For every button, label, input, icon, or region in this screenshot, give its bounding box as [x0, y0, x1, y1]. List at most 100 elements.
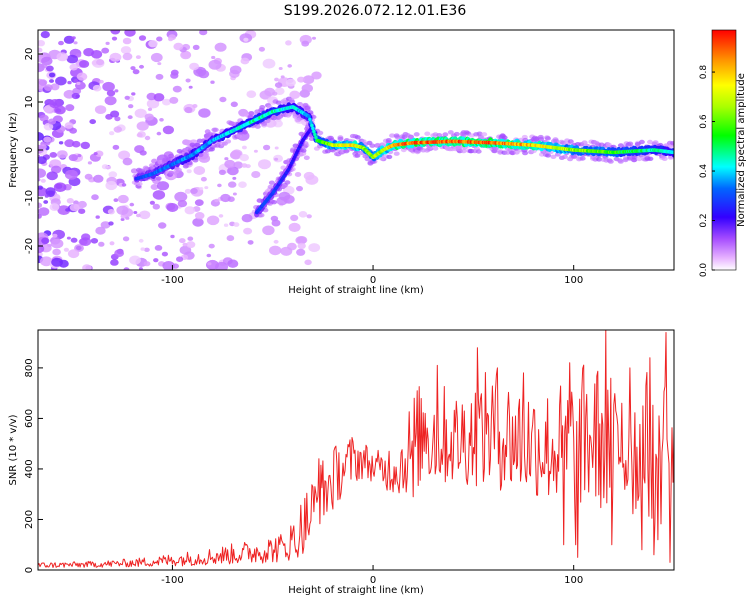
heatmap-noise-cell [129, 202, 135, 207]
heatmap-noise-cell [189, 62, 200, 71]
heatmap-noise-cell [106, 89, 116, 97]
ridge-main-halo [447, 130, 454, 135]
heatmap-noise-cell [232, 192, 237, 196]
heatmap-noise-cell [174, 191, 188, 202]
ridge-main-halo [337, 136, 344, 142]
ridge-main-halo [638, 139, 645, 145]
heatmap-noise-cell [199, 30, 208, 36]
heatmap-noise-cell [262, 225, 275, 236]
heatmap-noise-cell [82, 264, 92, 270]
heatmap-noise-cell [153, 93, 165, 102]
ridge-secondary-halo [268, 199, 275, 204]
heatmap-noise-cell [269, 245, 282, 256]
heatmap-noise-cell [208, 59, 222, 70]
heatmap-noise-cell [172, 85, 182, 93]
heatmap-noise-cell [156, 181, 170, 191]
colorbar-tick-label: 0.4 [699, 164, 709, 179]
heatmap-noise-cell [38, 156, 47, 164]
heatmap-noise-cell [194, 199, 204, 207]
heatmap-noise-cell [122, 236, 130, 242]
ridge-main-halo [389, 133, 396, 138]
snr-x-tick-label: 0 [370, 575, 376, 586]
heatmap-noise-cell [301, 83, 313, 93]
heatmap-noise-cell [114, 116, 121, 122]
heatmap-noise-cell [157, 62, 162, 66]
heatmap-noise-cell [71, 140, 81, 148]
heatmap-noise-cell [96, 59, 105, 66]
ridge-main-halo [189, 142, 196, 147]
heatmap-noise-cell [278, 67, 283, 70]
heatmap-noise-cell [199, 187, 204, 191]
snr-x-tick-label: -100 [161, 575, 184, 586]
heatmap-y-tick-label: -10 [24, 190, 35, 206]
heatmap-noise-cell [231, 149, 243, 159]
heatmap-noise-cell [43, 136, 52, 143]
ridge-main-halo [442, 132, 449, 137]
heatmap-noise-cell [56, 52, 69, 62]
heatmap-noise-cell [274, 82, 283, 88]
heatmap-noise-cell [49, 159, 62, 169]
heatmap-noise-cell [63, 247, 69, 252]
heatmap-noise-cell [133, 211, 138, 214]
heatmap-noise-cell [233, 161, 243, 169]
heatmap-noise-cell [44, 84, 53, 91]
heatmap-noise-cell [224, 157, 229, 161]
heatmap-noise-cell [94, 105, 107, 114]
heatmap-noise-cell [122, 157, 133, 166]
heatmap-noise-cell [56, 150, 68, 159]
ridge-main-halo [652, 140, 659, 145]
heatmap-noise-cell [280, 246, 293, 256]
heatmap-noise-cell [156, 131, 162, 136]
heatmap-noise-cell [58, 141, 64, 145]
heatmap-noise-cell [302, 75, 315, 85]
ridge-main-halo [136, 181, 143, 187]
ridge-main-halo [670, 141, 674, 146]
ridge-main-halo [579, 156, 586, 161]
heatmap-noise-cell [120, 218, 125, 221]
heatmap-noise-cell [162, 98, 171, 106]
heatmap-noise-cell [71, 36, 76, 40]
heatmap-noise-cell [129, 255, 141, 265]
heatmap-noise-cell [173, 42, 184, 51]
heatmap-noise-cell [243, 227, 253, 235]
heatmap-noise-cell [219, 96, 227, 103]
heatmap-noise-cell [92, 84, 102, 92]
heatmap-noise-cell [128, 104, 134, 109]
colorbar-ticks: 0.0 0.2 0.4 0.6 0.8 [699, 65, 715, 277]
heatmap-noise-cell [262, 58, 276, 69]
heatmap-noise-cell [170, 72, 179, 79]
heatmap-noise-cell [122, 52, 133, 61]
heatmap-noise-cell [75, 53, 82, 58]
heatmap-noise-cell [214, 198, 219, 203]
heatmap-noise-cell [49, 203, 60, 212]
heatmap-noise-cell [38, 144, 45, 154]
heatmap-noise-cell [274, 146, 279, 150]
heatmap-noise-cell [89, 119, 96, 125]
ridge-main-cell [314, 135, 318, 140]
heatmap-noise-cell [108, 221, 114, 226]
heatmap-noise-cell [66, 54, 79, 64]
heatmap-noise-cell [303, 155, 310, 161]
ridge-main-halo [317, 130, 324, 136]
heatmap-noise-cell [113, 126, 123, 133]
heatmap-noise-cell [306, 214, 312, 219]
heatmap-noise-cell [241, 214, 253, 223]
ridge-main-halo [550, 154, 557, 159]
ridge-main-halo [203, 152, 210, 157]
heatmap-noise-cell [105, 180, 118, 191]
heatmap-noise-cell [120, 213, 127, 219]
ridge-main-halo [647, 139, 653, 145]
heatmap-noise-cell [198, 108, 211, 118]
heatmap-noise-cell [67, 80, 72, 85]
heatmap-noise-cell [81, 233, 91, 241]
heatmap-noise-cell [283, 194, 295, 204]
heatmap-noise-cell [184, 106, 193, 114]
heatmap-noise-cell [247, 240, 254, 245]
heatmap-noise-cell [152, 190, 166, 200]
heatmap-marks [38, 30, 674, 270]
heatmap-noise-cell [38, 202, 43, 209]
heatmap-noise-cell [136, 121, 149, 131]
ridge-main-halo [354, 153, 361, 158]
ridge-main-halo [175, 167, 182, 173]
